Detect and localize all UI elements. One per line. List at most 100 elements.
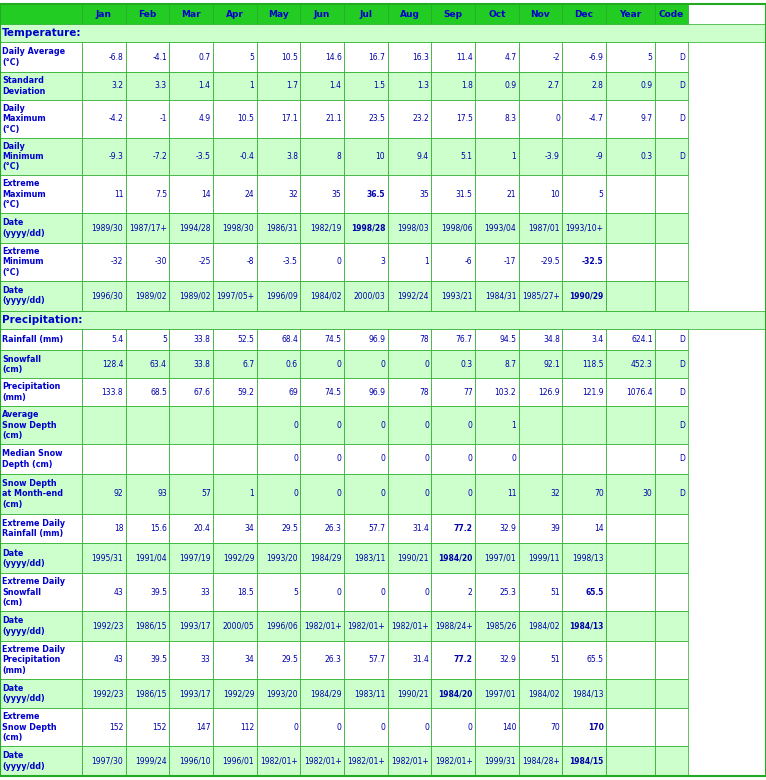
Bar	[213, 406, 257, 444]
Text: Date
(yyyy/dd): Date (yyyy/dd)	[2, 751, 45, 771]
Bar	[300, 72, 344, 100]
Bar	[257, 350, 300, 378]
Text: 9.7: 9.7	[640, 114, 653, 123]
Bar	[257, 444, 300, 473]
Text: 1990/29: 1990/29	[569, 291, 604, 300]
Bar	[82, 243, 126, 281]
Text: 9.4: 9.4	[417, 152, 429, 161]
Bar	[519, 281, 562, 310]
Text: 0: 0	[381, 420, 385, 430]
Bar	[300, 176, 344, 213]
Bar	[344, 513, 388, 544]
Text: 33.8: 33.8	[194, 360, 211, 369]
Bar	[606, 573, 655, 611]
Bar	[0, 100, 82, 137]
Text: 34: 34	[244, 655, 254, 665]
Text: 69: 69	[288, 388, 298, 397]
Bar	[655, 708, 688, 746]
Bar	[300, 444, 344, 473]
Bar	[169, 473, 213, 513]
Bar	[519, 513, 562, 544]
Bar	[388, 137, 431, 176]
Bar	[388, 4, 431, 24]
Bar	[213, 176, 257, 213]
Text: 2: 2	[468, 587, 473, 597]
Text: 1982/01+: 1982/01+	[260, 757, 298, 766]
Bar	[0, 444, 82, 473]
Text: 5: 5	[648, 52, 653, 62]
Bar	[562, 473, 606, 513]
Text: 16.7: 16.7	[368, 52, 385, 62]
Bar	[655, 4, 688, 24]
Text: 1986/31: 1986/31	[267, 224, 298, 232]
Bar	[0, 310, 766, 328]
Bar	[475, 573, 519, 611]
Text: 0: 0	[293, 723, 298, 732]
Bar	[606, 176, 655, 213]
Text: 1984/13: 1984/13	[572, 689, 604, 698]
Text: 0.3: 0.3	[640, 152, 653, 161]
Text: Date
(yyyy/dd): Date (yyyy/dd)	[2, 286, 45, 306]
Text: 1982/01+: 1982/01+	[304, 622, 342, 630]
Text: 0: 0	[381, 587, 385, 597]
Bar	[431, 444, 475, 473]
Bar	[606, 513, 655, 544]
Text: 1996/09: 1996/09	[267, 291, 298, 300]
Text: 14: 14	[594, 524, 604, 533]
Text: 63.4: 63.4	[150, 360, 167, 369]
Bar	[606, 243, 655, 281]
Text: 1992/24: 1992/24	[398, 291, 429, 300]
Text: 0: 0	[424, 587, 429, 597]
Bar	[655, 243, 688, 281]
Bar	[126, 641, 169, 679]
Bar	[82, 611, 126, 641]
Bar	[213, 544, 257, 573]
Text: 1998/03: 1998/03	[398, 224, 429, 232]
Text: -9: -9	[596, 152, 604, 161]
Text: 0: 0	[293, 489, 298, 498]
Bar	[344, 42, 388, 72]
Text: 77: 77	[463, 388, 473, 397]
Bar	[169, 72, 213, 100]
Bar	[431, 641, 475, 679]
Bar	[169, 243, 213, 281]
Text: 31.4: 31.4	[412, 524, 429, 533]
Text: 8: 8	[337, 152, 342, 161]
Bar	[82, 328, 126, 350]
Bar	[344, 611, 388, 641]
Bar	[0, 72, 82, 100]
Bar	[606, 544, 655, 573]
Text: 15.6: 15.6	[150, 524, 167, 533]
Bar	[475, 281, 519, 310]
Text: D: D	[679, 152, 686, 161]
Text: Dec: Dec	[574, 9, 594, 19]
Bar	[562, 137, 606, 176]
Text: 51: 51	[550, 655, 560, 665]
Bar	[475, 176, 519, 213]
Text: 1.8: 1.8	[460, 81, 473, 90]
Text: 1: 1	[512, 152, 516, 161]
Bar	[169, 573, 213, 611]
Text: 34: 34	[244, 524, 254, 533]
Text: 1984/20: 1984/20	[438, 554, 473, 563]
Text: 0: 0	[424, 420, 429, 430]
Bar	[431, 4, 475, 24]
Text: 77.2: 77.2	[453, 524, 473, 533]
Bar	[475, 243, 519, 281]
Text: D: D	[679, 81, 686, 90]
Text: 112: 112	[240, 723, 254, 732]
Bar	[169, 641, 213, 679]
Text: 126.9: 126.9	[538, 388, 560, 397]
Text: 1989/30: 1989/30	[92, 224, 123, 232]
Bar	[126, 281, 169, 310]
Bar	[300, 641, 344, 679]
Bar	[562, 4, 606, 24]
Text: 1982/19: 1982/19	[310, 224, 342, 232]
Bar	[388, 213, 431, 243]
Bar	[475, 100, 519, 137]
Text: Date
(yyyy/dd): Date (yyyy/dd)	[2, 684, 45, 704]
Text: 0: 0	[468, 489, 473, 498]
Bar	[655, 611, 688, 641]
Text: Feb: Feb	[139, 9, 156, 19]
Bar	[388, 611, 431, 641]
